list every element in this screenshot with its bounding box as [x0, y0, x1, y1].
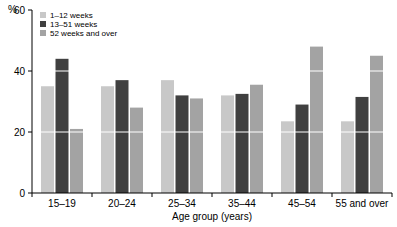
- x-tick-label: 15–19: [48, 198, 76, 209]
- x-tick: [32, 193, 33, 197]
- x-tick: [92, 193, 93, 197]
- bar: [176, 95, 189, 193]
- legend-swatch: [40, 21, 46, 27]
- bar: [41, 86, 54, 193]
- y-tick: [28, 132, 32, 133]
- x-tick: [272, 193, 273, 197]
- bar: [236, 94, 249, 193]
- y-axis: [32, 10, 33, 193]
- x-tick-label: 35–44: [228, 198, 256, 209]
- bar: [310, 47, 323, 193]
- grid-line: [32, 71, 392, 72]
- bar: [116, 80, 129, 193]
- legend-label: 13–51 weeks: [50, 20, 97, 29]
- x-tick: [392, 193, 393, 197]
- y-tick: [28, 10, 32, 11]
- chart: 020406015–1920–2425–3435–4445–5455 and o…: [0, 0, 397, 227]
- bar: [190, 98, 203, 193]
- x-tick-label: 25–34: [168, 198, 196, 209]
- bar: [130, 108, 143, 193]
- bar: [161, 80, 174, 193]
- x-tick: [332, 193, 333, 197]
- bar: [70, 129, 83, 193]
- legend-label: 1–12 weeks: [50, 11, 93, 20]
- x-tick-label: 55 and over: [336, 198, 389, 209]
- y-axis-label: %: [8, 4, 17, 15]
- legend-swatch: [40, 30, 46, 36]
- legend-label: 52 weeks and over: [50, 29, 117, 38]
- bar: [370, 56, 383, 193]
- bar: [296, 105, 309, 193]
- y-tick: [28, 193, 32, 194]
- y-tick-label: 0: [19, 188, 25, 199]
- bar: [356, 97, 369, 193]
- y-tick-label: 20: [14, 127, 26, 138]
- bars: [41, 47, 383, 193]
- y-tick: [28, 71, 32, 72]
- legend-swatch: [40, 12, 46, 18]
- x-tick: [212, 193, 213, 197]
- x-tick-label: 20–24: [108, 198, 136, 209]
- bar: [101, 86, 114, 193]
- y-tick-label: 40: [14, 66, 26, 77]
- x-tick: [152, 193, 153, 197]
- grid-line: [32, 132, 392, 133]
- bar: [56, 59, 69, 193]
- bar: [250, 85, 263, 193]
- x-axis-label: Age group (years): [172, 211, 252, 222]
- bar: [221, 95, 234, 193]
- legend: 1–12 weeks13–51 weeks52 weeks and over: [40, 11, 117, 38]
- x-tick-label: 45–54: [288, 198, 316, 209]
